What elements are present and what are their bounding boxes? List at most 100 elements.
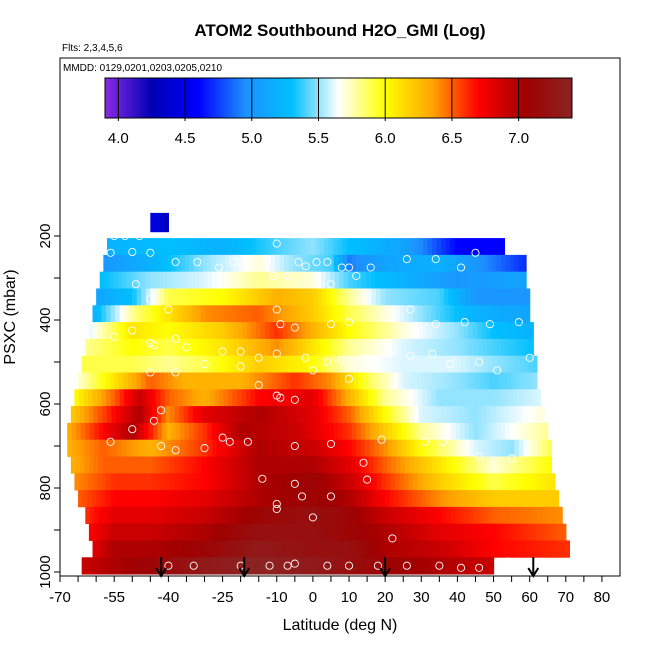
heatmap-cell (222, 490, 228, 508)
heatmap-cell (245, 288, 251, 306)
heatmap-cell (149, 557, 155, 575)
heatmap-cell (96, 288, 102, 306)
heatmap-cell (215, 523, 221, 541)
heatmap-cell (215, 406, 221, 424)
heatmap-cell (497, 271, 503, 289)
heatmap-cell (481, 523, 487, 541)
heatmap-cell (405, 322, 411, 340)
heatmap-cell (521, 540, 527, 558)
heatmap-cell (178, 473, 184, 491)
heatmap-cell (223, 305, 229, 323)
heatmap-cell (67, 422, 73, 441)
heatmap-cell (314, 456, 320, 474)
heatmap-cell (468, 238, 474, 256)
heatmap-cell (185, 557, 191, 575)
heatmap-cell (197, 406, 203, 424)
heatmap-cell (164, 305, 170, 323)
heatmap-cell (480, 372, 486, 390)
heatmap-cell (263, 490, 269, 508)
observation-point (431, 255, 440, 264)
heatmap-cell (97, 473, 103, 491)
heatmap-cell (425, 490, 431, 508)
heatmap-cell (226, 557, 232, 575)
heatmap-cell (179, 322, 185, 340)
heatmap-cell (496, 254, 502, 273)
heatmap-cell (121, 506, 127, 525)
heatmap-cell (468, 406, 474, 424)
heatmap-cell (242, 406, 248, 424)
heatmap-cell (320, 506, 326, 525)
heatmap-cell (494, 473, 500, 491)
heatmap-cell (490, 322, 496, 340)
observation-point (146, 368, 155, 377)
heatmap-cell (311, 439, 317, 457)
heatmap-cell (480, 288, 486, 306)
y-tick-label: 400 (37, 307, 54, 332)
heatmap-cell (304, 389, 310, 407)
heatmap-cell (257, 557, 263, 575)
heatmap-cell (233, 456, 239, 474)
heatmap-cell (437, 506, 443, 525)
observation-point (312, 271, 321, 280)
heatmap-cell (348, 557, 354, 575)
heatmap-cell (251, 238, 257, 256)
heatmap-cell (460, 439, 466, 457)
heatmap-cell (433, 439, 439, 457)
heatmap-cell (338, 439, 344, 457)
heatmap-cell (418, 322, 424, 340)
heatmap-cell (428, 422, 434, 441)
heatmap-cell (438, 271, 444, 289)
heatmap-cell (182, 305, 188, 323)
heatmap-cell (320, 338, 326, 357)
heatmap-cell (157, 254, 163, 273)
heatmap-cell (399, 305, 405, 323)
heatmap-cell (303, 490, 309, 508)
heatmap-cell (260, 523, 266, 541)
observation-point (572, 542, 581, 551)
heatmap-cell (315, 338, 321, 357)
heatmap-cell (152, 523, 158, 541)
heatmap-cell (514, 439, 520, 457)
heatmap-cell (189, 506, 195, 525)
observation-point (294, 257, 303, 267)
heatmap-cell (526, 406, 533, 424)
heatmap-cell (405, 338, 412, 357)
heatmap-cell (414, 322, 420, 340)
heatmap-cell (397, 271, 403, 289)
observation-point (485, 320, 494, 329)
heatmap-cell (166, 254, 172, 273)
heatmap-cell (431, 540, 437, 558)
heatmap-cell (179, 238, 185, 256)
observation-point (272, 239, 281, 248)
heatmap-cell (235, 557, 241, 575)
x-tick-label: 80 (594, 589, 611, 606)
flights-note: Flts: 2,3,4,5,6 (62, 43, 123, 54)
heatmap-cell (75, 406, 81, 424)
heatmap-cell (485, 305, 491, 323)
heatmap-cell (321, 288, 328, 306)
heatmap-cell (202, 338, 208, 357)
observation-point (149, 341, 158, 350)
heatmap-cell (132, 372, 138, 390)
heatmap-cell (413, 305, 419, 323)
heatmap-cell (171, 439, 177, 457)
heatmap-cell (169, 389, 175, 407)
heatmap-cell (189, 254, 195, 273)
heatmap-cell (377, 389, 383, 407)
heatmap-cell (227, 288, 233, 306)
heatmap-cell (527, 439, 533, 457)
heatmap-cell (381, 473, 387, 491)
heatmap-cell (270, 422, 276, 441)
heatmap-cell (497, 355, 503, 373)
heatmap-cell (204, 288, 210, 306)
heatmap-cell (421, 372, 427, 390)
heatmap-cell (295, 305, 301, 323)
heatmap-cell (288, 439, 294, 457)
heatmap-cell (175, 439, 181, 457)
heatmap-cell (536, 523, 542, 541)
heatmap-cell (166, 422, 172, 441)
heatmap-cell (296, 238, 302, 256)
heatmap-cell (333, 422, 339, 441)
heatmap-cell (208, 557, 214, 575)
heatmap-cell (498, 372, 504, 390)
